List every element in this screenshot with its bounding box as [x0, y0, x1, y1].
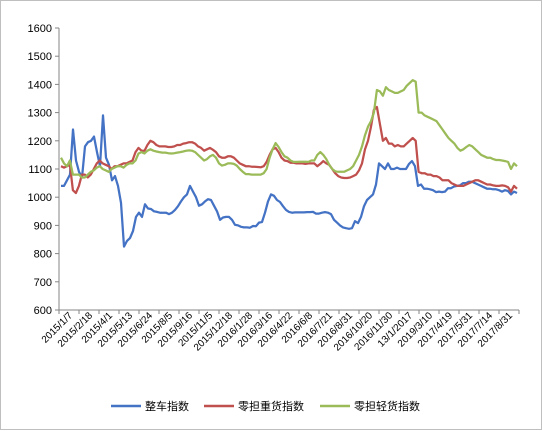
x-axis-ticks: 2015/1/72015/2/182015/4/12015/5/132015/6… — [40, 310, 520, 354]
series-lines — [60, 79, 518, 248]
series-line-3 — [60, 79, 518, 179]
y-tick-label: 700 — [34, 277, 52, 289]
legend: 整车指数 零担重货指数 零担轻货指数 — [111, 399, 420, 413]
y-tick-label: 600 — [34, 305, 52, 317]
y-tick-label: 1200 — [28, 136, 52, 148]
y-tick-label: 800 — [34, 249, 52, 261]
y-tick-label: 1400 — [28, 79, 52, 91]
series-line-1 — [61, 114, 518, 248]
legend-label-1: 整车指数 — [145, 399, 189, 413]
y-tick-label: 1100 — [28, 164, 52, 176]
y-tick-label: 1300 — [28, 108, 52, 120]
legend-label-3: 零担轻货指数 — [354, 399, 420, 413]
y-tick-label: 1500 — [28, 51, 52, 63]
legend-label-2: 零担重货指数 — [238, 399, 304, 413]
y-tick-label: 1600 — [28, 23, 52, 35]
series-line-2 — [60, 105, 518, 195]
axes — [58, 28, 519, 311]
y-tick-label: 1000 — [28, 192, 52, 204]
y-tick-label: 900 — [34, 220, 52, 232]
y-axis-ticks: 600 700 800 900 1000 1100 1200 1300 1400 1500 1600 — [28, 23, 59, 317]
